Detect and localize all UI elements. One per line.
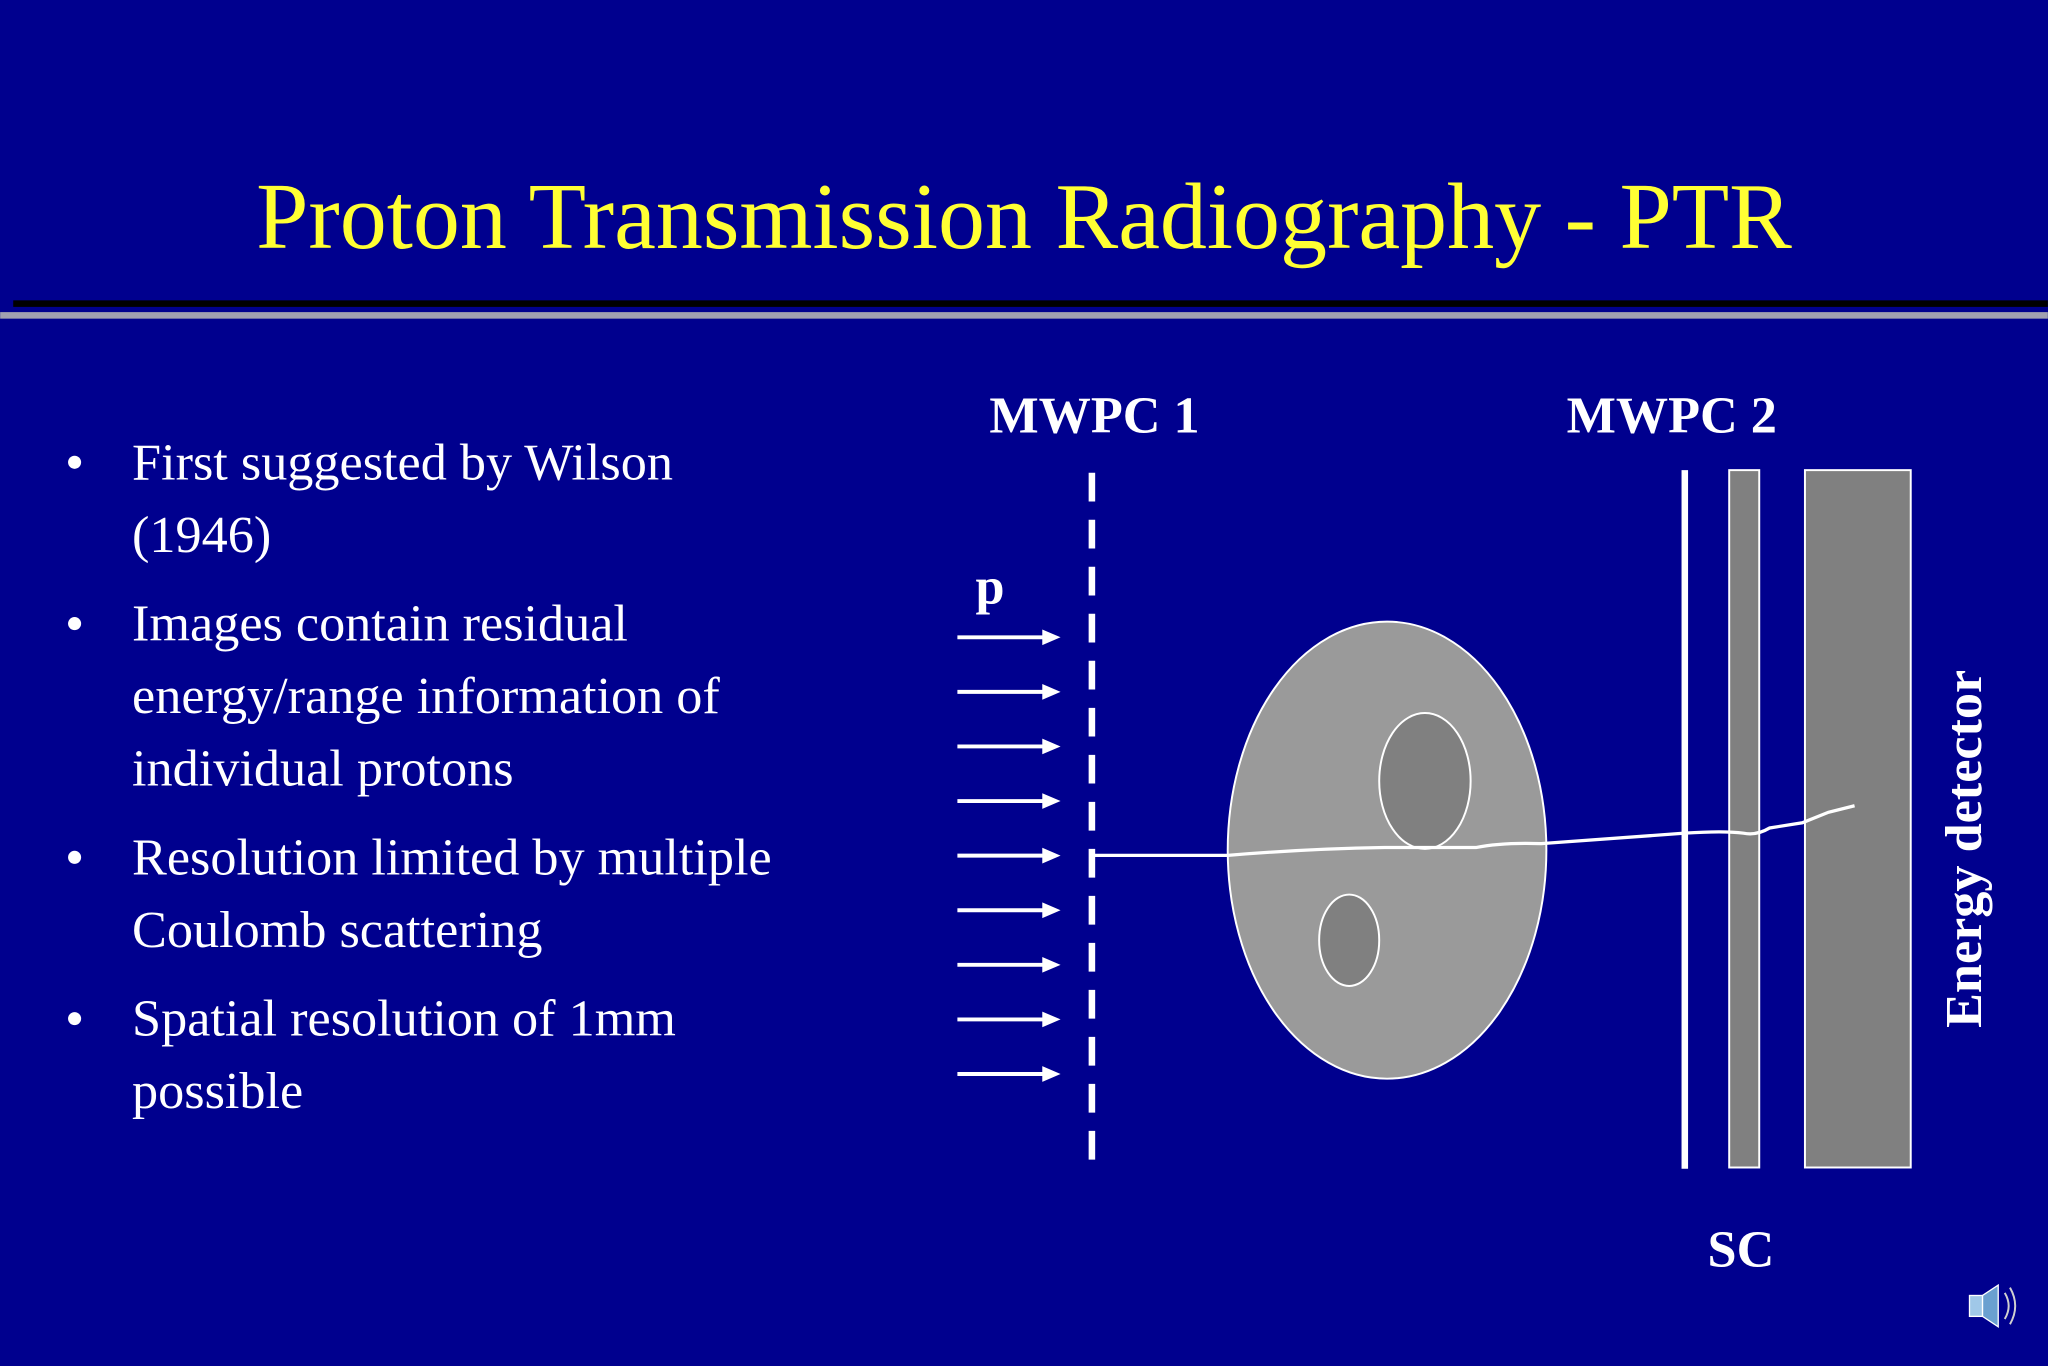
bullet-dot	[68, 455, 82, 469]
beam-label: p	[976, 557, 1005, 615]
bullet-text: Coulomb scattering	[132, 901, 542, 959]
phantom	[1226, 620, 1548, 1080]
bullet-text: individual protons	[132, 740, 513, 798]
bullet-dot	[68, 1012, 82, 1026]
arrow-head	[1042, 684, 1061, 700]
bullet-list: First suggested by Wilson (1946) Images co…	[68, 433, 772, 1120]
bullet-text: First suggested by Wilson	[132, 433, 673, 491]
arrow-head	[1042, 629, 1061, 646]
bullet-text: possible	[132, 1062, 303, 1120]
arrow-head	[1042, 1011, 1061, 1028]
bullet-text: Resolution limited by multiple	[132, 828, 772, 886]
arrow-head	[1042, 956, 1061, 973]
speaker-icon	[1968, 1283, 2017, 1329]
mwpc1-label: MWPC 1	[989, 386, 1199, 444]
proton-track	[1091, 804, 1855, 858]
arrow-head	[1042, 793, 1061, 809]
phantom-insert	[1318, 893, 1381, 987]
rule-dark	[13, 300, 2048, 307]
bullet-text: (1946)	[132, 506, 271, 564]
phantom-insert	[1378, 712, 1472, 850]
bullet-dot	[68, 850, 82, 864]
arrow-head	[1042, 847, 1061, 864]
bullet-dot	[68, 617, 82, 631]
arrow-head	[1042, 902, 1061, 919]
bullet-text: Images contain residual	[132, 595, 628, 653]
sc-label: SC	[1708, 1221, 1775, 1279]
diagram: MWPC 1 MWPC 2 p SC Energy detector	[957, 386, 1993, 1279]
rule-light	[0, 312, 2048, 319]
energy-detector-label: Energy detector	[1935, 670, 1993, 1028]
arrow-head	[1042, 738, 1061, 755]
bullet-text: energy/range information of	[132, 667, 720, 725]
proton-beam	[957, 629, 1061, 1082]
arrow-head	[1042, 1066, 1061, 1082]
slide-title: Proton Transmission Radiography - PTR	[256, 165, 1792, 269]
mwpc2-label: MWPC 2	[1567, 386, 1777, 444]
scintillator	[1728, 469, 1761, 1169]
energy-detector	[1803, 469, 1912, 1169]
bullet-text: Spatial resolution of 1mm	[132, 990, 676, 1048]
